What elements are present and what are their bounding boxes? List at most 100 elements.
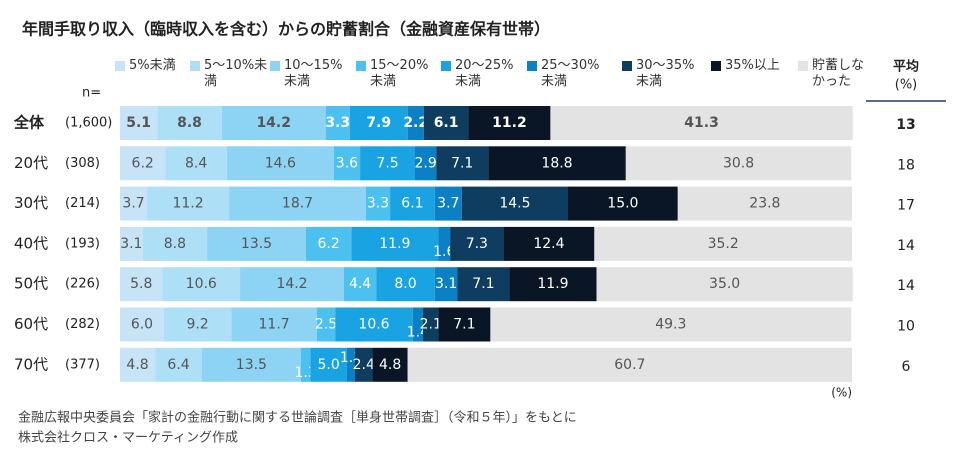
bar-segment <box>147 186 230 221</box>
bar-segment <box>407 106 424 140</box>
row-label: 50代 <box>14 275 48 293</box>
value-label: 49.3 <box>655 317 686 333</box>
bar-segment <box>300 347 311 382</box>
value-label: 3.6 <box>336 155 358 171</box>
bar-segment <box>120 106 158 140</box>
value-label: 2.9 <box>414 155 436 171</box>
value-label: 5.8 <box>130 276 152 292</box>
value-label: 12.4 <box>533 236 564 252</box>
bar-segment <box>457 267 510 302</box>
value-label: 7.1 <box>472 276 494 292</box>
bar-segment <box>120 186 148 221</box>
value-label: 6.0 <box>131 317 153 333</box>
value-label: 11.2 <box>492 115 527 131</box>
legend-label: 25～30%未満 <box>541 58 600 89</box>
bar-segment <box>335 307 413 342</box>
value-label: 14.6 <box>265 155 296 171</box>
value-label: 11.9 <box>379 236 410 252</box>
legend-swatch <box>270 61 280 71</box>
value-label: 2.5 <box>315 317 337 333</box>
average-value: 6 <box>902 359 911 375</box>
bar-segment <box>461 186 568 221</box>
bar-segment <box>360 146 415 181</box>
value-label: 14.2 <box>256 115 291 131</box>
bar-segment <box>157 106 222 140</box>
bar-segment <box>120 307 164 342</box>
legend-swatch <box>356 61 366 71</box>
bar-segment <box>372 347 408 382</box>
legend-label: 貯蓄しなかった <box>812 58 865 89</box>
bar-segment <box>434 186 462 221</box>
average-header: 平均 <box>893 59 919 75</box>
bar-segment <box>346 347 355 382</box>
bar-segment <box>120 267 163 302</box>
value-label: 30.8 <box>723 155 754 171</box>
bar-segment <box>594 226 852 261</box>
value-label: 11.2 <box>172 196 203 212</box>
value-label: 11.9 <box>537 276 568 292</box>
bar-segment <box>468 106 551 140</box>
bar-segment <box>343 267 377 302</box>
legend-label: 10～15%未満 <box>284 58 343 89</box>
legend-item: 貯蓄しなかった <box>798 58 868 90</box>
bar-segment <box>305 226 352 261</box>
legend-item: 5～10%未満 <box>190 58 268 90</box>
bar-segment <box>240 267 344 302</box>
average-value: 14 <box>897 278 915 294</box>
value-label: 7.3 <box>466 236 488 252</box>
legend-swatch <box>527 61 537 71</box>
value-label: 18.7 <box>282 196 313 212</box>
value-label: 41.3 <box>684 115 719 131</box>
legend-item: 15～20%未満 <box>356 58 434 90</box>
bar-segment <box>434 267 458 302</box>
value-label: 3.7 <box>437 196 459 212</box>
legend-label: 5%未満 <box>129 58 176 73</box>
sample-size: (282) <box>65 317 100 332</box>
bar-segment <box>423 106 469 140</box>
value-label: 2.4 <box>353 357 375 373</box>
value-label: 4.4 <box>349 276 371 292</box>
bar-segment <box>503 226 595 261</box>
value-label: 6.2 <box>132 155 154 171</box>
value-label: 13.5 <box>236 357 267 373</box>
legend-label: 15～20%未満 <box>370 58 429 89</box>
row-label: 60代 <box>14 315 48 333</box>
bar-segment <box>120 347 156 382</box>
row-label: 40代 <box>14 234 48 252</box>
value-label: 8.0 <box>394 276 416 292</box>
row-label: 20代 <box>14 154 48 172</box>
sample-size: (214) <box>65 196 100 211</box>
value-label: 15.0 <box>607 196 638 212</box>
value-label: 3.1 <box>120 236 142 252</box>
bar-segment <box>351 226 439 261</box>
legend-swatch <box>190 61 200 71</box>
bar-segment <box>349 106 408 140</box>
bar-segment <box>325 106 350 140</box>
average-unit: (%) <box>895 78 918 93</box>
legend-item: 10～15%未満 <box>270 58 348 90</box>
value-label: 60.7 <box>614 357 645 373</box>
legend-swatch <box>622 61 632 71</box>
bar-segment <box>207 226 306 261</box>
bar-segment <box>163 307 232 342</box>
n-label: n= <box>82 86 101 101</box>
legend-item: 20～25%未満 <box>441 58 519 90</box>
bar-segment <box>354 347 373 382</box>
value-label: 10.6 <box>186 276 217 292</box>
bar-segment <box>414 146 437 181</box>
sample-size: (377) <box>65 357 100 372</box>
value-label: 11.7 <box>259 317 290 333</box>
bar-segment <box>229 186 366 221</box>
bar-segment <box>162 267 241 302</box>
bar-segment <box>677 186 852 221</box>
value-label: 7.1 <box>451 155 473 171</box>
bar-segment <box>488 146 626 181</box>
value-label: 10.6 <box>358 317 389 333</box>
value-label: 3.3 <box>367 196 389 212</box>
bar-segment <box>450 226 504 261</box>
legend-item: 30～35%未満 <box>622 58 700 90</box>
value-label: 4.8 <box>379 357 401 373</box>
legend-swatch <box>441 61 451 71</box>
value-label: 18.8 <box>541 155 572 171</box>
